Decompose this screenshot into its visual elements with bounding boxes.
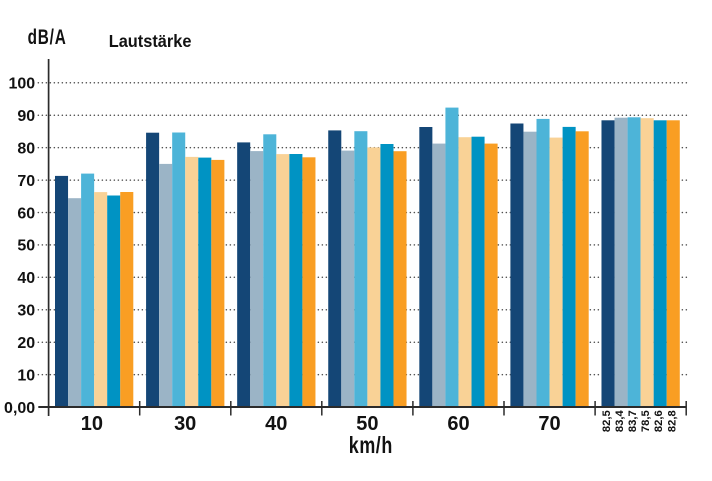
svg-text:82,5: 82,5: [601, 410, 613, 432]
svg-text:km/h: km/h: [349, 433, 393, 459]
svg-text:70: 70: [17, 173, 35, 190]
svg-text:50: 50: [356, 413, 378, 435]
svg-text:10: 10: [17, 367, 35, 384]
svg-text:90: 90: [17, 108, 35, 125]
svg-text:50: 50: [17, 238, 35, 255]
svg-text:83,4: 83,4: [614, 410, 626, 433]
svg-text:82,6: 82,6: [653, 410, 665, 432]
svg-text:40: 40: [17, 270, 35, 287]
svg-text:dB/A: dB/A: [28, 25, 67, 49]
svg-text:30: 30: [174, 413, 196, 435]
svg-text:20: 20: [17, 335, 35, 352]
svg-text:83,7: 83,7: [627, 410, 639, 432]
svg-text:70: 70: [538, 413, 560, 435]
svg-text:Lautstärke: Lautstärke: [109, 31, 192, 51]
svg-text:100: 100: [8, 76, 35, 93]
svg-text:82,8: 82,8: [666, 410, 678, 432]
svg-text:0,00: 0,00: [4, 400, 35, 417]
svg-text:60: 60: [447, 413, 469, 435]
svg-text:78,5: 78,5: [640, 410, 652, 432]
svg-text:80: 80: [17, 140, 35, 157]
svg-text:30: 30: [17, 303, 35, 320]
svg-text:60: 60: [17, 205, 35, 222]
svg-text:40: 40: [265, 413, 287, 435]
svg-text:10: 10: [81, 413, 103, 435]
